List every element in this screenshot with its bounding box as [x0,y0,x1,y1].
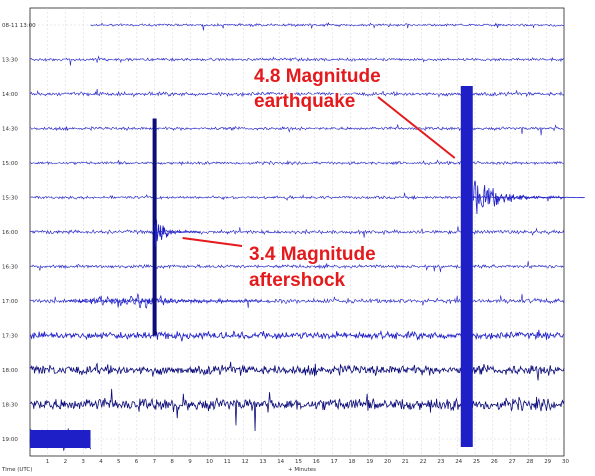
trace-row [29,88,565,98]
y-tick-label: 15:00 [2,161,18,167]
axes: 08-11 13:00 13:30 14:00 14:30 15:00 15:30 16:0… [1,23,569,473]
x-tick-label: 17 [331,459,338,465]
x-tick-label: 5 [117,459,121,465]
x-tick-label: 29 [544,459,551,465]
x-axis-label: + Minutes [288,467,316,473]
y-tick-label: 14:00 [2,92,18,98]
trace-block [30,430,91,448]
y-tick-label: 19:00 [2,437,18,443]
trace-row [29,261,565,273]
x-tick-label: 3 [81,459,85,465]
y-tick-label: 18:30 [2,403,18,409]
aftershock-coda [154,219,200,247]
x-tick-label: 14 [277,459,284,465]
x-tick-label: 22 [420,459,427,465]
x-tick-label: 12 [242,459,249,465]
x-tick-label: 2 [64,459,68,465]
trace-row [29,388,565,432]
x-tick-label: 21 [402,459,409,465]
seismic-traces [29,21,565,451]
x-tick-label: 26 [491,459,498,465]
aftershock-label: 3.4 Magnitude [249,244,376,265]
mainshock-label: 4.8 Magnitude [254,66,381,87]
x-tick-label: 10 [206,459,213,465]
x-tick-label: 25 [473,459,480,465]
x-tick-label: 6 [135,459,139,465]
annotation-arrow [182,237,243,247]
annotation-arrow [377,96,456,159]
y-tick-label: 08-11 13:00 [2,23,36,29]
y-tick-label: 16:00 [2,230,18,236]
mainshock-label: earthquake [254,91,355,112]
aftershock-label: aftershock [249,270,346,291]
trace-row [29,159,565,167]
trace-row [90,21,565,31]
x-tick-label: 9 [188,459,192,465]
x-tick-label: 28 [526,459,533,465]
x-tick-label: 7 [153,459,157,465]
trace-row [29,361,565,381]
y-tick-label: 14:30 [2,127,18,133]
trace-row [29,55,565,66]
y-tick-label: 16:30 [2,265,18,271]
x-tick-label: 11 [224,459,231,465]
trace-row [29,293,565,308]
x-tick-label: 4 [99,459,103,465]
trace-row [29,124,565,136]
y-tick-label: 13:30 [2,58,18,64]
trace-row [29,192,565,202]
y-tick-label: 17:00 [2,299,18,305]
earthquake-events [152,86,585,447]
trace-noise-burst [65,293,262,309]
trace-row [29,226,565,238]
trace-row [29,329,565,342]
x-tick-label: 19 [366,459,373,465]
x-tick-label: 24 [455,459,462,465]
x-tick-label: 18 [348,459,355,465]
x-tick-label: 16 [313,459,320,465]
y-tick-label: 18:00 [2,368,18,374]
x-tick-label: 27 [509,459,516,465]
annotations: 4.8 Magnitude earthquake 3.4 Magnitude afte… [182,64,456,293]
x-tick-label: 23 [437,459,444,465]
y-tick-label: 17:30 [2,334,18,340]
x-tick-label: 15 [295,459,302,465]
x-tick-label: 20 [384,459,391,465]
x-tick-label: 1 [46,459,50,465]
x-tick-label: 8 [170,459,174,465]
mainshock-coda [472,180,585,215]
y-axis-label: Time (UTC) [1,467,32,473]
x-tick-label: 13 [259,459,266,465]
mainshock-signal [460,86,473,447]
y-tick-label: 15:30 [2,196,18,202]
x-tick-label: 30 [562,459,569,465]
